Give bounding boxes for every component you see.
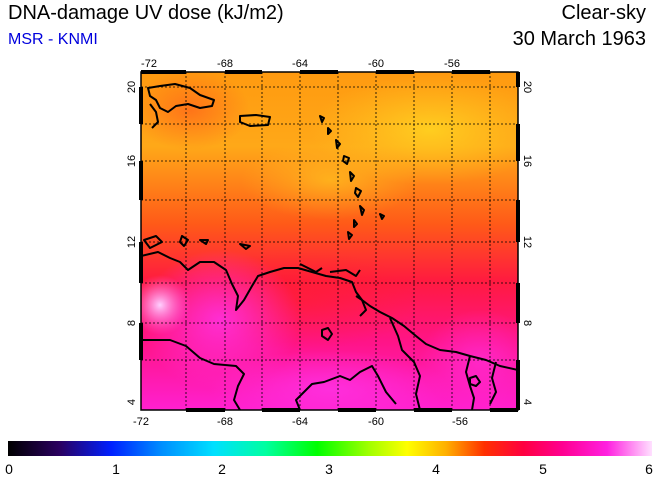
lat-tick-left: 4 <box>126 399 138 405</box>
colorbar <box>8 441 652 456</box>
colorbar-tick: 4 <box>432 461 440 477</box>
lat-tick-right: 16 <box>521 155 533 167</box>
lon-tick-top: -72 <box>141 58 157 70</box>
colorbar-tick: 3 <box>325 461 333 477</box>
lat-tick-left: 8 <box>126 320 138 326</box>
graticule <box>141 72 518 410</box>
lat-tick-right: 8 <box>521 320 533 326</box>
colorbar-tick: 5 <box>539 461 547 477</box>
colorbar-tick: 0 <box>5 461 13 477</box>
source-label: MSR - KNMI <box>8 31 98 48</box>
lon-tick-top: -60 <box>368 58 384 70</box>
lat-tick-right: 4 <box>521 399 533 405</box>
map-title: DNA-damage UV dose (kJ/m2) <box>8 2 284 24</box>
lon-tick-top: -68 <box>217 58 233 70</box>
sky-condition-label: Clear-sky <box>561 2 646 24</box>
date-label: 30 March 1963 <box>512 28 646 50</box>
map-border-ticks <box>139 70 520 412</box>
colorbar-tick: 2 <box>218 461 226 477</box>
lon-tick-top: -56 <box>444 58 460 70</box>
colorbar-tick: 1 <box>112 461 120 477</box>
lon-tick-bottom: -64 <box>292 416 308 428</box>
lat-tick-left: 20 <box>126 81 138 93</box>
colorbar-tick: 6 <box>645 461 653 477</box>
lon-tick-bottom: -60 <box>368 416 384 428</box>
coastlines <box>141 83 518 410</box>
lon-tick-bottom: -68 <box>217 416 233 428</box>
lon-tick-top: -64 <box>292 58 308 70</box>
lat-tick-left: 16 <box>126 155 138 167</box>
lon-tick-bottom: -56 <box>452 416 468 428</box>
lat-tick-left: 12 <box>126 236 138 248</box>
lat-tick-right: 20 <box>521 81 533 93</box>
lon-tick-bottom: -72 <box>133 416 149 428</box>
lat-tick-right: 12 <box>521 236 533 248</box>
